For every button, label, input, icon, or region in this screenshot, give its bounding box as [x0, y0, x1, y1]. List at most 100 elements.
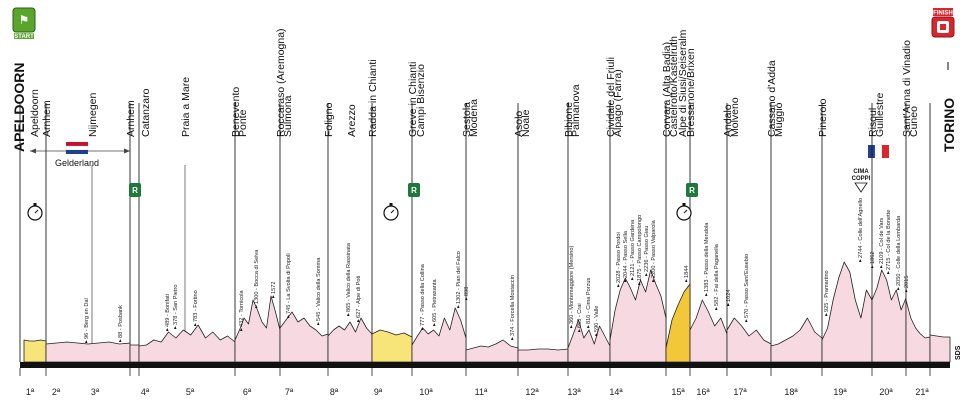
town-label: Corvara (Alta Badia) — [661, 42, 673, 137]
peak-marker — [578, 329, 581, 332]
stage-number: 17ª — [733, 387, 747, 397]
stage-numbers: 1ª 2ª 3ª 4ª 5ª 6ª 7ª 8ª 9ª 10ª 11ª 12ª 13ª 14ª 15ª 16ª 1… — [19, 368, 931, 397]
town-label: Risoul — [867, 108, 879, 137]
stage-dividers — [19, 103, 931, 362]
region-gelderland: Gelderland — [30, 142, 130, 168]
stage-number: 1ª — [26, 387, 35, 397]
stage-number: 9ª — [374, 387, 383, 397]
stage-number: 5ª — [186, 387, 195, 397]
peak-label: 570 - Passo Sant'Eusebio — [744, 254, 750, 318]
peak-label: 810 - Cima Porzus — [586, 277, 592, 324]
peak-marker — [897, 287, 900, 290]
rest-day-label: R — [411, 186, 417, 195]
stage-profile — [411, 307, 467, 363]
peak-marker — [465, 297, 468, 300]
start-label: START — [14, 34, 34, 40]
town-label: Sant'Anna di Vinadio — [901, 40, 913, 137]
stage-number: 14ª — [609, 387, 623, 397]
town-label: Asolo — [513, 111, 525, 137]
peak-marker — [624, 279, 627, 282]
peak-label: 2015 — [904, 276, 910, 288]
stage-number: 15ª — [671, 387, 685, 397]
peak-label: 2044 - Passo Sella — [623, 230, 629, 278]
stage-profile — [23, 339, 47, 363]
town-label: Praia a Mare — [180, 77, 192, 137]
peak-marker — [255, 305, 258, 308]
peak-label: 2121 - Passo Gardena — [630, 219, 636, 276]
stage-number: 13ª — [567, 387, 581, 397]
peak-label: 777 - Passo della Collina — [420, 263, 426, 326]
town-label: Greve in Chianti — [407, 62, 419, 137]
stopwatch-icon — [27, 203, 43, 221]
peak-label: 2200 - Passo Valparola — [651, 219, 657, 278]
peak-marker — [511, 337, 514, 340]
stage-number: 11ª — [475, 387, 488, 397]
peak-marker — [194, 323, 197, 326]
stage-number: 4ª — [141, 387, 150, 397]
cima-coppi-marker: CIMA COPPI — [852, 169, 871, 193]
town-label: Catanzaro — [140, 88, 152, 137]
town-label: Arnhem — [125, 100, 137, 137]
peak-marker — [166, 328, 169, 331]
stage-profile — [929, 334, 951, 363]
stage-number: 8ª — [330, 387, 339, 397]
peak-label: 2028 - Passo Pordoi — [616, 232, 622, 283]
cima-coppi-line1: CIMA — [853, 169, 869, 175]
peak-marker — [457, 305, 460, 308]
stage-number: 20ª — [879, 387, 893, 397]
stage-profile — [770, 317, 823, 363]
ground-bar — [20, 362, 950, 368]
town-label: Sestola — [461, 102, 473, 137]
peak-label: 590 - Valle — [594, 306, 600, 332]
peak-marker — [715, 307, 718, 310]
peak-label: 1300 - Bocca di Selva — [254, 249, 260, 304]
peak-marker — [859, 259, 862, 262]
peak-marker — [631, 277, 634, 280]
stage-profile — [517, 348, 569, 363]
stage-number: 19ª — [833, 387, 847, 397]
peak-marker — [587, 325, 590, 328]
peak-label: 545 - Valico della Somma — [316, 257, 322, 321]
stage-profile — [129, 344, 140, 363]
start-badge: ⚑ START — [12, 7, 36, 40]
stage-number: 16ª — [696, 387, 710, 397]
rest-day-badge: R — [129, 183, 141, 197]
peak-label: 1875 - Passo Campolongo — [637, 215, 643, 281]
stage-number: 7ª — [285, 387, 294, 397]
peak-marker — [174, 326, 177, 329]
peak-label: 88 - Posbank — [118, 305, 124, 338]
stage-number: 6ª — [243, 387, 252, 397]
french-flag-icon — [868, 144, 889, 159]
peak-label: 2715 - Col de la Bonette — [886, 210, 892, 270]
peak-label: 745 - La Svolta di Popoli — [286, 253, 292, 314]
stage-profile — [905, 299, 931, 363]
peak-label: 360 - Montemaggiore (Mersino) — [569, 246, 575, 324]
rest-day-label: R — [689, 186, 695, 195]
town-label: Guillestre — [874, 92, 886, 137]
stage-profile — [371, 329, 413, 363]
finish-badge: FINISH — [931, 8, 955, 38]
peak-marker — [880, 265, 883, 268]
town-label: Cividale del Friuli — [605, 57, 617, 137]
stage-profile — [567, 319, 611, 363]
peak-label: 582 - Fai della Paganella — [714, 243, 720, 306]
town-label: Cassano d'Adda — [766, 60, 778, 137]
town-label: Alpago (Farra) — [612, 69, 624, 137]
finish-label: FINISH — [933, 11, 953, 17]
stage-profile — [609, 269, 667, 363]
town-label: Apeldoorn — [29, 89, 41, 137]
town-label: Sulmona — [282, 95, 294, 137]
start-city: APELDOORN — [11, 63, 27, 152]
peak-label: 1572 — [271, 282, 277, 294]
peak-label: 432 - Tornicola — [239, 290, 245, 327]
town-label: Arezzo — [346, 104, 358, 137]
credit-label: SDS — [955, 345, 962, 360]
stage-profile — [726, 317, 772, 363]
cima-coppi-line2: COPPI — [852, 176, 871, 182]
finish-city: TORINO — [941, 98, 957, 152]
peak-label: 2744 - Colle dell'Agnello — [858, 198, 864, 258]
stage-profile — [465, 339, 519, 363]
peak-label: 2050 - Colle della Lombarda — [896, 215, 902, 286]
peak-label: 1302 - Pian del Falco — [456, 251, 462, 304]
peak-marker — [272, 295, 275, 298]
